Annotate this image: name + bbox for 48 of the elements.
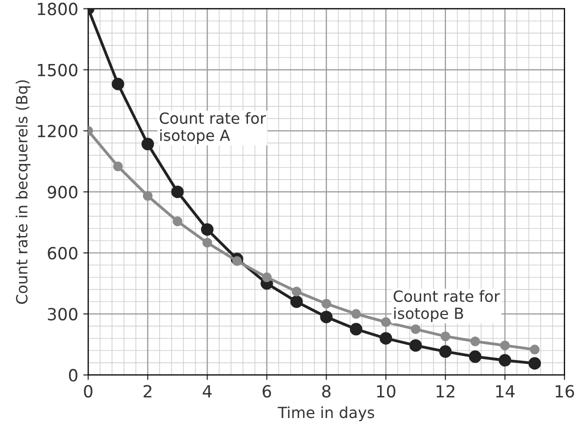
point	[498, 354, 512, 367]
point	[232, 256, 242, 266]
point	[468, 350, 482, 363]
point	[410, 324, 421, 334]
y-tick-label: 300	[48, 308, 78, 320]
point	[290, 295, 303, 308]
point	[409, 339, 422, 352]
x-tick-label: 14	[496, 385, 515, 398]
point	[439, 345, 452, 358]
y-tick-label: 1200	[38, 124, 78, 138]
point	[351, 309, 361, 319]
x-tick-label: 10	[377, 384, 396, 398]
x-tick-label: 4	[202, 385, 212, 398]
x-tick-label: 12	[436, 384, 454, 398]
point	[528, 357, 541, 370]
point	[292, 286, 302, 296]
point	[202, 238, 212, 248]
x-tick-label: 8	[322, 384, 330, 398]
point	[500, 340, 510, 350]
point	[113, 162, 123, 172]
point	[172, 216, 182, 226]
y-tick-label: 600	[48, 246, 78, 260]
point	[470, 336, 480, 346]
annotation: Count rate for isotope B	[394, 290, 500, 322]
y-tick-label: 900	[48, 186, 78, 198]
point	[171, 186, 184, 198]
point	[321, 298, 332, 309]
point	[112, 78, 124, 90]
x-axis-title: Time in days	[278, 406, 374, 422]
point	[440, 331, 450, 342]
x-tick-label: 6	[262, 384, 272, 398]
point	[350, 322, 362, 336]
point	[142, 191, 153, 201]
y-tick-label: 1500	[38, 64, 78, 76]
point	[530, 344, 540, 354]
x-tick-label: 2	[144, 384, 152, 398]
y-tick-label: 0	[68, 368, 78, 382]
annotation: Count rate for isotope A	[160, 112, 266, 144]
point	[380, 332, 392, 345]
x-tick-label: 0	[84, 384, 92, 398]
point	[320, 310, 333, 324]
point	[262, 272, 272, 282]
x-tick-label: 16	[556, 384, 574, 398]
y-axis-title: Count rate in becquerels (Bq)	[16, 80, 31, 304]
y-tick-label: 1800	[38, 2, 78, 16]
point	[201, 223, 214, 236]
point	[381, 317, 391, 327]
point	[141, 138, 154, 150]
